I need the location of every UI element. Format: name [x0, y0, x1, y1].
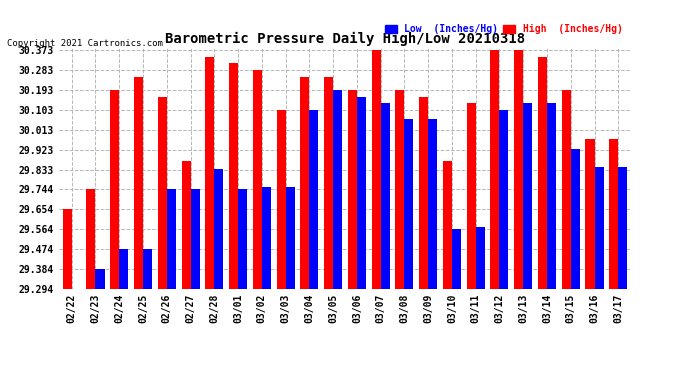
- Bar: [381, 103, 390, 289]
- Bar: [158, 97, 167, 289]
- Bar: [618, 167, 627, 289]
- Bar: [205, 57, 215, 289]
- Bar: [309, 110, 318, 289]
- Bar: [63, 209, 72, 289]
- Bar: [253, 70, 262, 289]
- Bar: [348, 90, 357, 289]
- Bar: [395, 90, 404, 289]
- Bar: [419, 97, 428, 289]
- Bar: [95, 269, 104, 289]
- Title: Barometric Pressure Daily High/Low 20210318: Barometric Pressure Daily High/Low 20210…: [165, 32, 525, 46]
- Bar: [86, 189, 95, 289]
- Bar: [190, 189, 199, 289]
- Bar: [333, 90, 342, 289]
- Bar: [357, 97, 366, 289]
- Legend: Low  (Inches/Hg), High  (Inches/Hg): Low (Inches/Hg), High (Inches/Hg): [381, 20, 627, 38]
- Bar: [571, 150, 580, 289]
- Bar: [286, 187, 295, 289]
- Bar: [372, 50, 381, 289]
- Bar: [143, 249, 152, 289]
- Bar: [238, 189, 247, 289]
- Bar: [538, 57, 547, 289]
- Bar: [443, 161, 452, 289]
- Bar: [262, 187, 271, 289]
- Bar: [229, 63, 238, 289]
- Bar: [514, 50, 523, 289]
- Bar: [277, 110, 286, 289]
- Bar: [300, 77, 309, 289]
- Bar: [562, 90, 571, 289]
- Bar: [324, 77, 333, 289]
- Bar: [110, 90, 119, 289]
- Bar: [595, 167, 604, 289]
- Bar: [475, 227, 485, 289]
- Bar: [428, 119, 437, 289]
- Bar: [119, 249, 128, 289]
- Bar: [523, 103, 532, 289]
- Bar: [215, 170, 224, 289]
- Bar: [181, 161, 190, 289]
- Bar: [404, 119, 413, 289]
- Bar: [547, 103, 556, 289]
- Bar: [500, 110, 509, 289]
- Bar: [452, 229, 461, 289]
- Bar: [586, 139, 595, 289]
- Bar: [167, 189, 176, 289]
- Bar: [609, 139, 618, 289]
- Bar: [491, 50, 500, 289]
- Bar: [466, 103, 475, 289]
- Bar: [134, 77, 143, 289]
- Text: Copyright 2021 Cartronics.com: Copyright 2021 Cartronics.com: [7, 39, 163, 48]
